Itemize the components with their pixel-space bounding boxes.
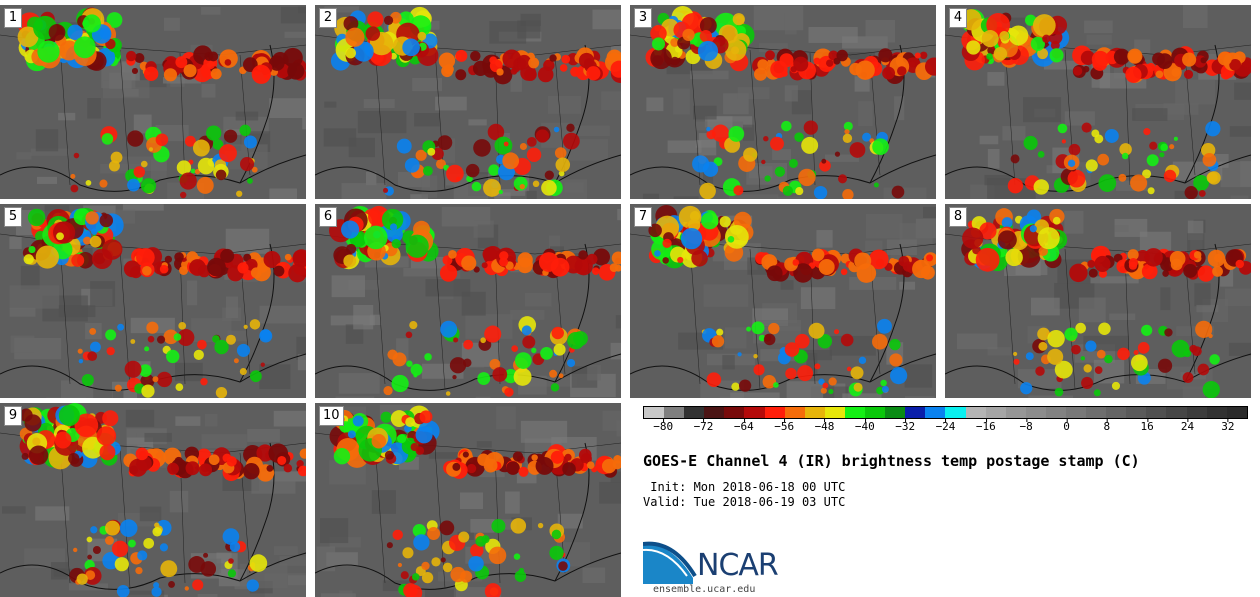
panel-number: 6 (319, 207, 337, 227)
colorbar-swatch (1005, 407, 1026, 418)
colorbar-tick-label: −72 (693, 418, 714, 433)
colorbar-swatch (1146, 407, 1167, 418)
colorbar-swatch (1086, 407, 1107, 418)
colorbar-swatch (764, 407, 785, 418)
colorbar-swatch (644, 407, 665, 418)
colorbar-swatch (824, 407, 845, 418)
colorbar-ticks: −80 −72 −64 −56 −48 −40 −32 −24 −16 −8 0 8 16 24 32 (643, 418, 1248, 440)
colorbar-swatch (804, 407, 825, 418)
panel-number: 8 (949, 207, 967, 227)
panel-5: 5 (0, 204, 306, 398)
colorbar-tick-label: 8 (1103, 418, 1111, 433)
colorbar-tick-label: −40 (854, 418, 875, 433)
colorbar-swatch (1206, 407, 1227, 418)
ncar-logo-icon (643, 541, 697, 584)
panel-6: 6 (315, 204, 621, 398)
colorbar-tick-label: 32 (1221, 418, 1235, 433)
colorbar-swatch (945, 407, 966, 418)
colorbar-swatch (1166, 407, 1187, 418)
colorbar-swatch (905, 407, 926, 418)
colorbar-swatch (985, 407, 1006, 418)
colorbar-swatch (724, 407, 745, 418)
colorbar-swatch (1226, 407, 1247, 418)
colorbar-swatch (704, 407, 725, 418)
panel-number: 9 (4, 406, 22, 426)
colorbar-tick-label: −16 (975, 418, 996, 433)
colorbar-swatch (1106, 407, 1127, 418)
colorbar (643, 406, 1248, 419)
colorbar-swatch (684, 407, 705, 418)
colorbar-swatch (1186, 407, 1207, 418)
panel-10: 10 (315, 403, 621, 597)
colorbar-tick-label: 24 (1180, 418, 1195, 433)
colorbar-tick-label: −80 (653, 418, 674, 433)
colorbar-swatch (865, 407, 886, 418)
figure-title: GOES-E Channel 4 (IR) brightness temp po… (643, 452, 1140, 470)
colorbar-swatch (925, 407, 946, 418)
colorbar-swatch (1045, 407, 1066, 418)
colorbar-swatch (1065, 407, 1087, 418)
site-url: ensemble.ucar.edu (653, 584, 756, 595)
panel-number: 7 (634, 207, 652, 227)
colorbar-tick-label: 0 (1063, 418, 1070, 433)
colorbar-swatch (844, 407, 866, 418)
init-time: Init: Mon 2018-06-18 00 UTC (643, 480, 846, 494)
colorbar-tick-label: −64 (733, 418, 754, 433)
colorbar-tick-label: −48 (814, 418, 835, 433)
panel-number: 2 (319, 8, 337, 28)
panel-number: 1 (4, 8, 22, 28)
panel-3: 3 (630, 5, 936, 199)
colorbar-swatch (784, 407, 805, 418)
panel-2: 2 (315, 5, 621, 199)
colorbar-swatch (744, 407, 765, 418)
panel-7: 7 (630, 204, 936, 398)
panel-number: 4 (949, 8, 967, 28)
colorbar-tick-label: −56 (774, 418, 795, 433)
panel-number: 10 (319, 406, 344, 426)
colorbar-tick-label: 16 (1140, 418, 1154, 433)
colorbar-swatch (1126, 407, 1147, 418)
colorbar-swatch (885, 407, 906, 418)
colorbar-swatch (664, 407, 685, 418)
panel-8: 8 (945, 204, 1251, 398)
colorbar-tick-label: −32 (895, 418, 916, 433)
panel-9: 9 (0, 403, 306, 597)
ncar-logo-text: NCAR (697, 548, 779, 583)
panel-4: 4 (945, 5, 1251, 199)
panel-1: 1 (0, 5, 306, 199)
colorbar-swatch (1025, 407, 1046, 418)
colorbar-swatch (965, 407, 986, 418)
colorbar-tick-label: −24 (935, 418, 956, 433)
valid-time: Valid: Tue 2018-06-19 03 UTC (643, 495, 846, 509)
panel-number: 3 (634, 8, 652, 28)
panel-number: 5 (4, 207, 22, 227)
colorbar-tick-label: −8 (1019, 418, 1033, 433)
